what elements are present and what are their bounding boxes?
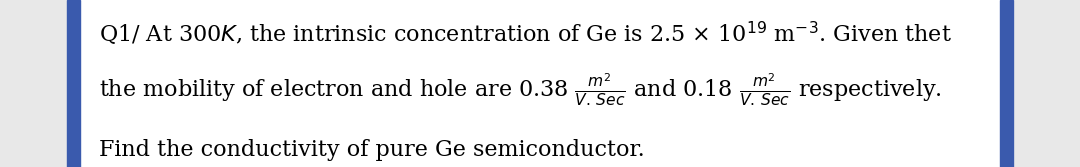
Text: Q1/ At 300$\mathit{K}$, the intrinsic concentration of Ge is 2.5 × 10$^{19}$ m$^: Q1/ At 300$\mathit{K}$, the intrinsic co… [98, 19, 951, 47]
Text: Find the conductivity of pure Ge semiconductor.: Find the conductivity of pure Ge semicon… [98, 139, 645, 161]
Text: the mobility of electron and hole are 0.38 $\frac{m^2}{V.\, Sec}$ and 0.18 $\fra: the mobility of electron and hole are 0.… [98, 72, 942, 108]
